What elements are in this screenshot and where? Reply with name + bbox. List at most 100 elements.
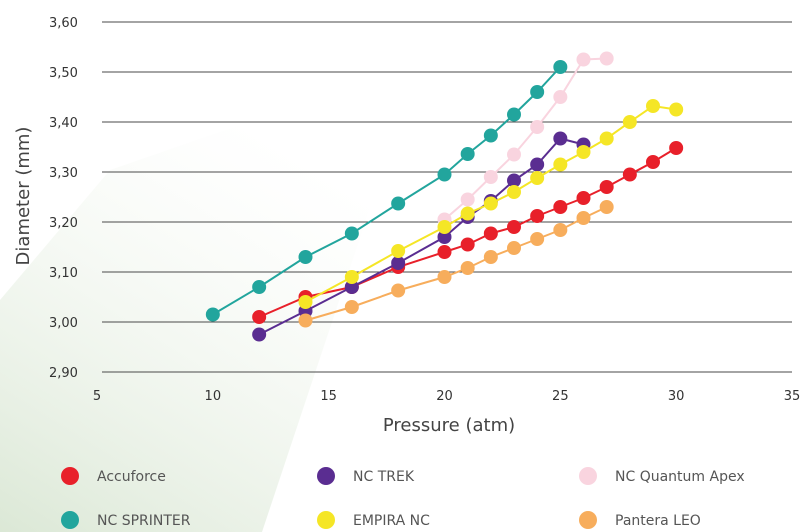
- data-point: [576, 145, 591, 159]
- series-layer: [205, 51, 684, 342]
- data-point: [437, 245, 452, 259]
- data-point: [460, 192, 475, 207]
- data-point: [344, 270, 359, 284]
- y-tick-label: 3,30: [49, 166, 78, 181]
- x-tick-label: 10: [205, 389, 222, 404]
- data-point: [507, 107, 521, 122]
- y-tick-label: 3,00: [49, 316, 78, 331]
- grid: [102, 21, 792, 373]
- data-point: [553, 200, 568, 214]
- data-point: [576, 52, 591, 67]
- series-nc-quantum-apex: [437, 51, 614, 227]
- data-point: [646, 99, 660, 113]
- data-point: [460, 206, 475, 221]
- data-point: [483, 226, 498, 241]
- data-point: [460, 147, 475, 161]
- data-point: [344, 226, 359, 241]
- legend-item: EMPIRA NC: [317, 511, 430, 529]
- legend-swatch: [317, 511, 335, 529]
- legend-item: NC TREK: [317, 467, 415, 485]
- data-point: [437, 220, 452, 234]
- legend-swatch: [317, 467, 335, 485]
- data-point: [530, 232, 545, 246]
- data-point: [391, 196, 406, 211]
- data-point: [553, 223, 568, 237]
- data-point: [437, 230, 452, 244]
- data-point: [599, 131, 614, 146]
- data-point: [553, 157, 568, 172]
- data-point: [530, 171, 545, 185]
- legend-item: Accuforce: [61, 467, 166, 485]
- data-point: [391, 256, 406, 270]
- data-point: [599, 51, 614, 66]
- y-tick-label: 2,90: [49, 366, 78, 381]
- legend-label: Accuforce: [97, 469, 166, 485]
- data-point: [344, 280, 359, 294]
- y-axis-title: Diameter (mm): [13, 127, 34, 266]
- legend-item: NC Quantum Apex: [579, 467, 745, 485]
- data-point: [252, 280, 267, 294]
- x-tick-label: 5: [93, 389, 101, 404]
- legend-label: Pantera LEO: [615, 513, 701, 529]
- legend-item: NC SPRINTER: [61, 511, 191, 529]
- data-point: [483, 250, 498, 264]
- data-point: [252, 327, 267, 342]
- data-point: [530, 85, 545, 99]
- tick-labels: 2,90 3,00 3,10 3,20 3,30 3,40 3,50 3,60 5 10 15 20 2…: [49, 16, 800, 404]
- legend-swatch: [579, 467, 597, 485]
- legend-label: NC Quantum Apex: [615, 469, 745, 485]
- legend: Accuforce NC TREK NC Quantum Apex NC SPRINT…: [61, 467, 745, 529]
- legend-label: NC TREK: [353, 469, 415, 485]
- data-point: [460, 237, 475, 252]
- data-point: [507, 220, 521, 234]
- data-point: [507, 185, 521, 199]
- data-point: [553, 60, 568, 74]
- x-tick-label: 35: [784, 389, 801, 404]
- data-point: [622, 115, 637, 129]
- series-pantera-leo: [298, 200, 614, 328]
- legend-swatch: [579, 511, 597, 529]
- data-point: [507, 241, 521, 255]
- data-point: [483, 128, 498, 143]
- data-point: [437, 270, 452, 284]
- data-point: [298, 295, 313, 309]
- legend-label: NC SPRINTER: [97, 513, 191, 529]
- series-nc-sprinter: [205, 60, 568, 322]
- data-point: [460, 261, 475, 275]
- data-point: [553, 90, 568, 104]
- data-point: [483, 196, 498, 211]
- legend-item: Pantera LEO: [579, 511, 701, 529]
- data-point: [530, 120, 545, 134]
- data-point: [252, 310, 267, 324]
- y-tick-label: 3,10: [49, 266, 78, 281]
- data-point: [344, 300, 359, 314]
- data-point: [205, 307, 220, 322]
- data-point: [553, 131, 568, 146]
- series-empira-nc: [298, 99, 684, 309]
- data-point: [391, 283, 406, 298]
- data-point: [391, 244, 406, 258]
- data-point: [576, 211, 591, 225]
- x-tick-label: 30: [668, 389, 685, 404]
- legend-swatch: [61, 467, 79, 485]
- data-point: [507, 173, 521, 188]
- x-tick-label: 25: [552, 389, 569, 404]
- data-point: [530, 157, 545, 172]
- data-point: [298, 313, 313, 328]
- data-point: [298, 250, 313, 264]
- y-tick-label: 3,20: [49, 216, 78, 231]
- data-point: [646, 155, 660, 169]
- data-point: [507, 147, 521, 162]
- x-tick-label: 15: [320, 389, 337, 404]
- y-tick-label: 3,40: [49, 116, 78, 131]
- x-axis-title: Pressure (atm): [383, 415, 515, 436]
- data-point: [622, 167, 637, 182]
- y-tick-label: 3,50: [49, 66, 78, 81]
- x-tick-label: 20: [436, 389, 453, 404]
- y-tick-label: 3,60: [49, 16, 78, 31]
- data-point: [599, 200, 614, 214]
- data-point: [437, 167, 452, 182]
- data-point: [530, 209, 545, 223]
- data-point: [483, 170, 498, 184]
